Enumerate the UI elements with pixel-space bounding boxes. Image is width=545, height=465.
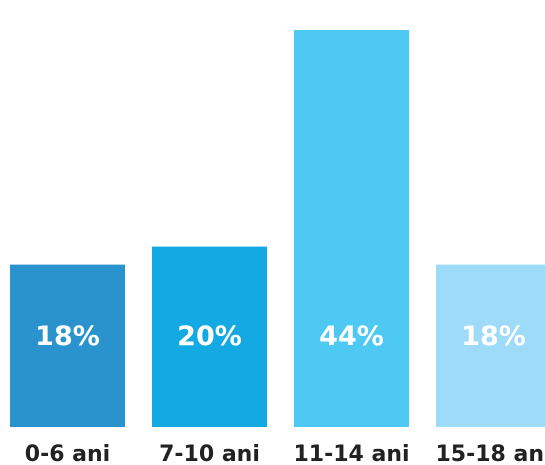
category-label-4: 15-18 ani — [435, 442, 545, 465]
bar-4 — [436, 264, 545, 427]
bars-group — [10, 30, 545, 427]
bar-3 — [294, 30, 409, 427]
category-labels-group: 0-6 ani 7-10 ani 11-14 ani 15-18 ani — [25, 442, 545, 465]
bar-1 — [10, 264, 125, 427]
category-label-2: 7-10 ani — [159, 442, 260, 465]
bar-value-label-4: 18% — [461, 321, 526, 352]
category-label-1: 0-6 ani — [25, 442, 110, 465]
bar-value-label-2: 20% — [177, 321, 242, 352]
value-labels-group: 18% 20% 44% 18% — [35, 321, 526, 352]
bar-2 — [152, 246, 267, 427]
bar-value-label-1: 18% — [35, 321, 100, 352]
bar-value-label-3: 44% — [319, 321, 384, 352]
category-label-3: 11-14 ani — [293, 442, 409, 465]
